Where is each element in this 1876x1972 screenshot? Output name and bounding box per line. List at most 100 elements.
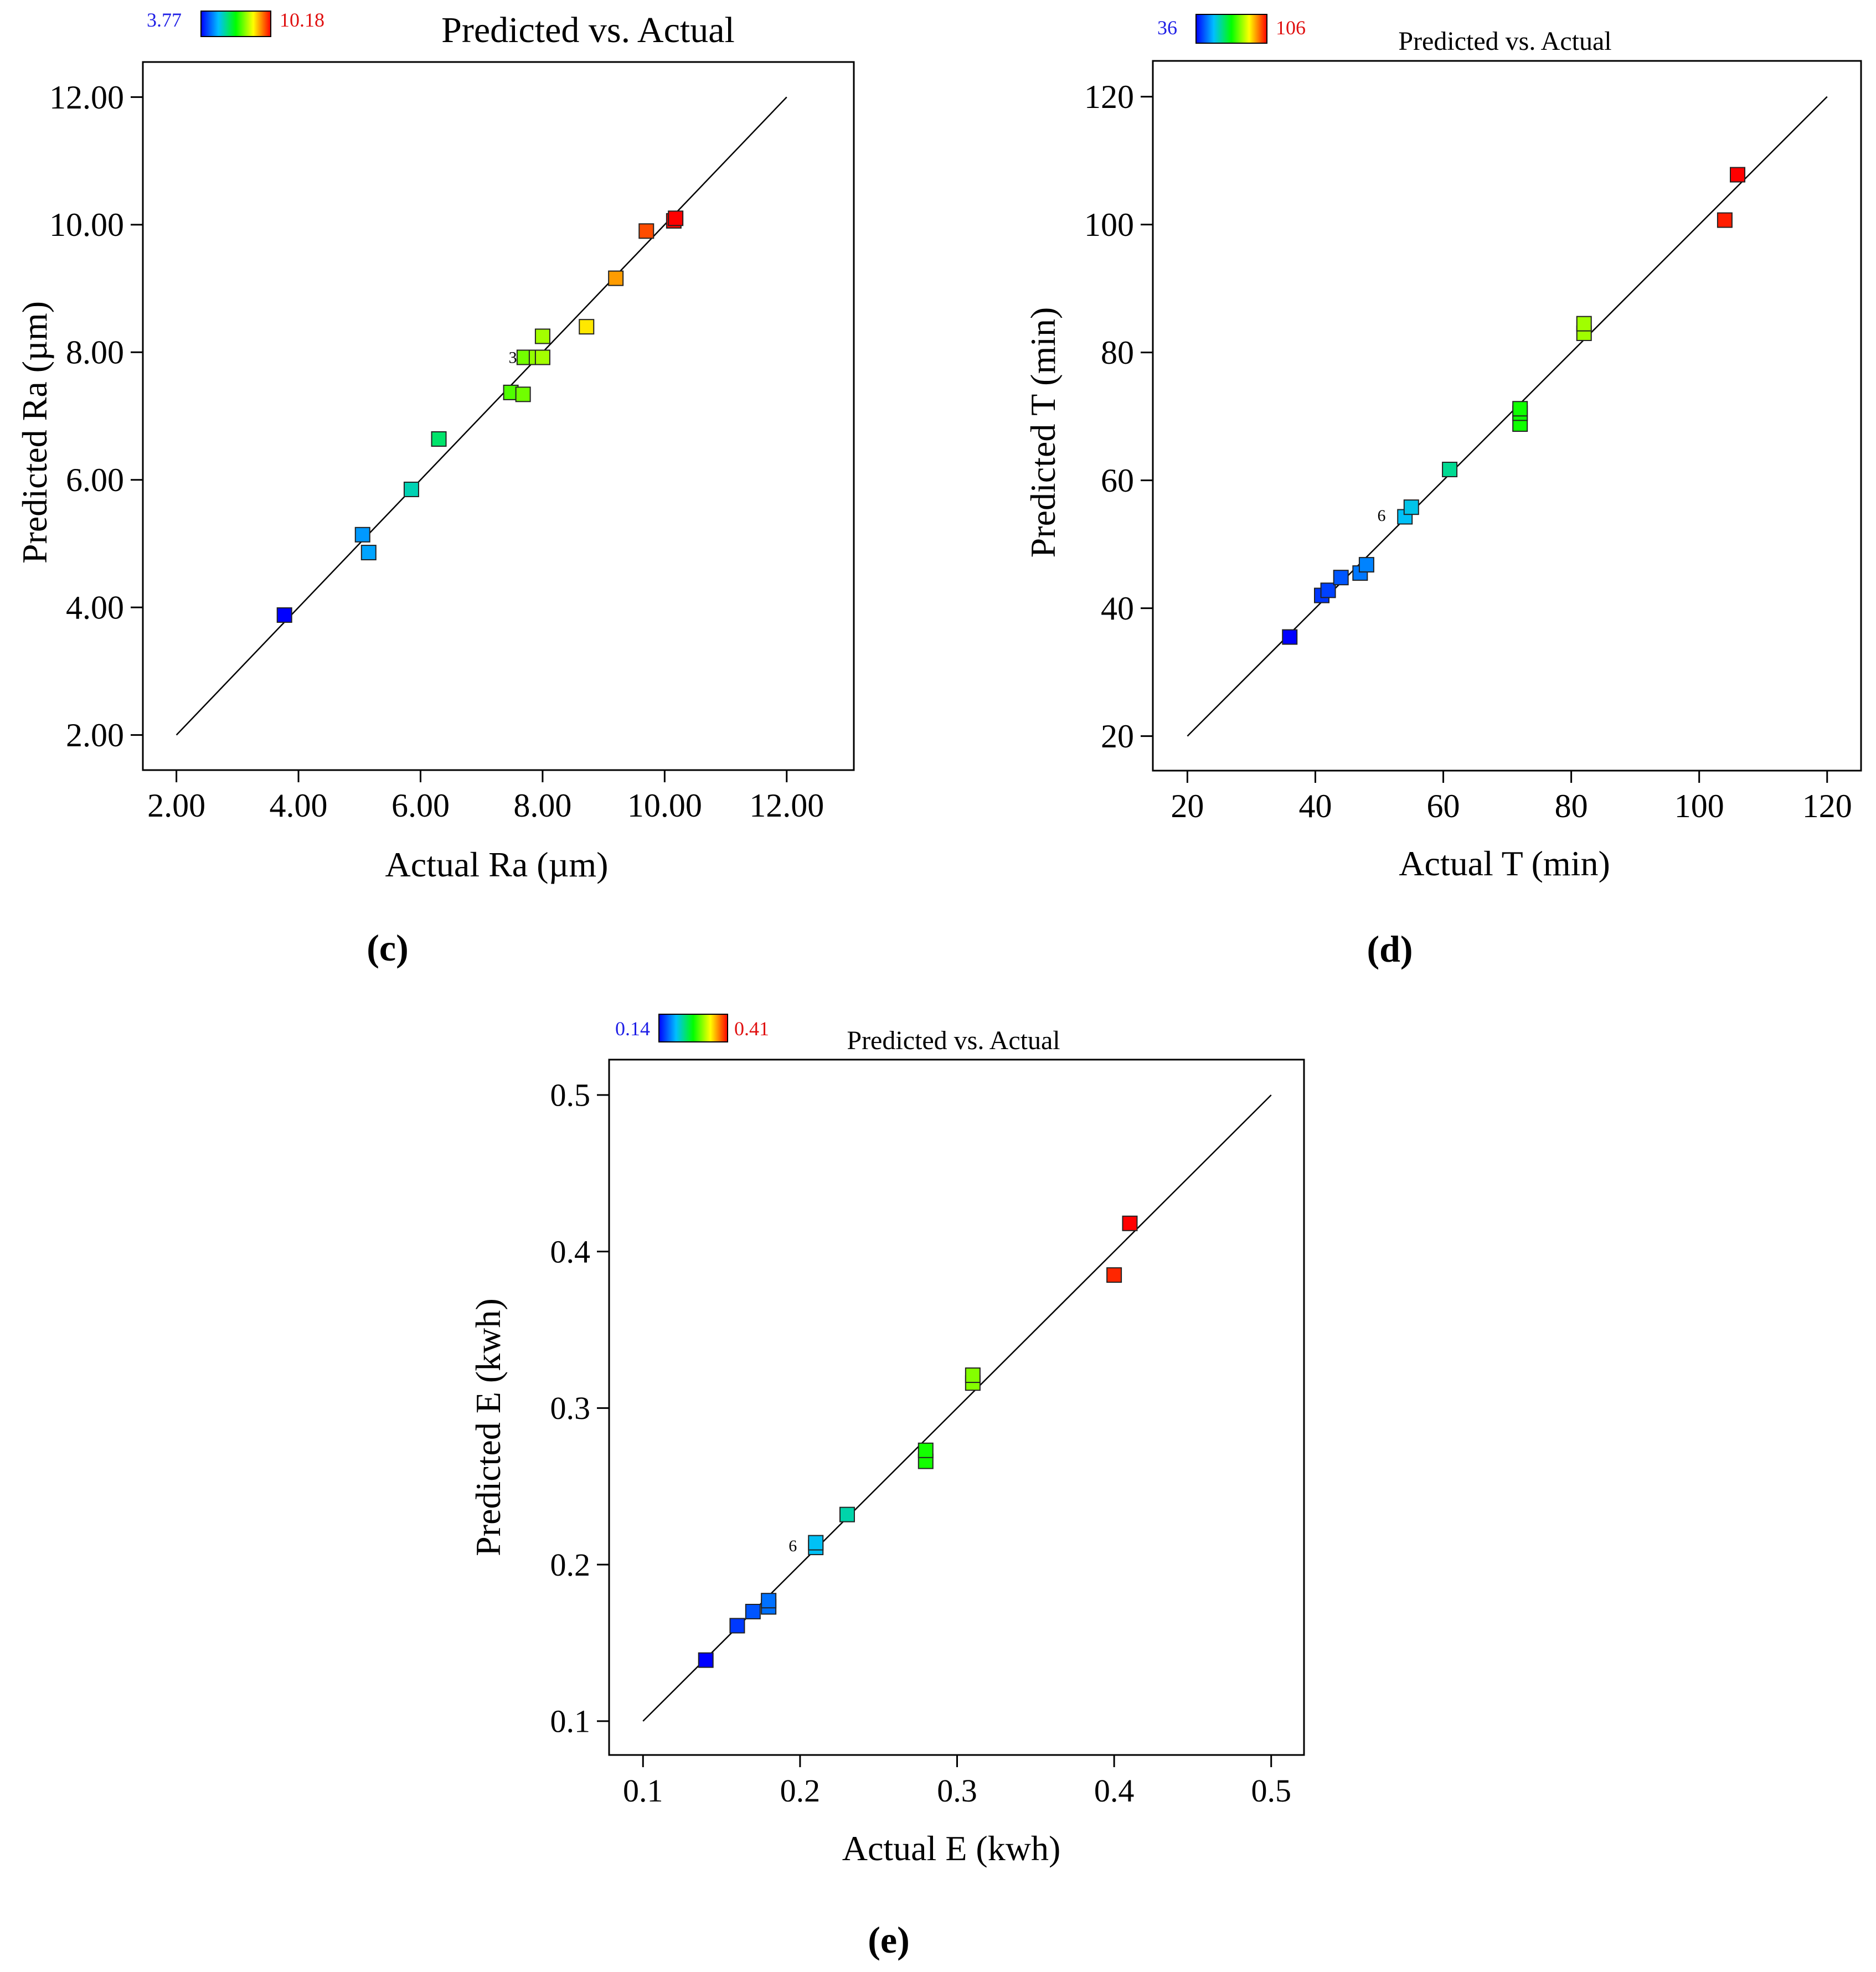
data-point bbox=[360, 545, 377, 561]
x-tick-label: 10.00 bbox=[627, 787, 702, 824]
plot-frame bbox=[142, 61, 855, 771]
x-tick-label: 0.2 bbox=[780, 1773, 821, 1809]
x-tick-label: 4.00 bbox=[270, 787, 328, 824]
data-point bbox=[918, 1442, 934, 1458]
y-tick-label: 10.00 bbox=[49, 207, 124, 243]
y-axis-label: Predicted T (min) bbox=[1023, 307, 1063, 558]
x-axis-label: Actual T (min) bbox=[1399, 844, 1610, 883]
y-tick-label: 4.00 bbox=[66, 590, 124, 626]
y-tick-label: 0.3 bbox=[550, 1390, 591, 1426]
data-point bbox=[745, 1603, 761, 1619]
data-point bbox=[1106, 1267, 1122, 1283]
data-point bbox=[1358, 557, 1374, 573]
panel-label: (c) bbox=[367, 927, 408, 969]
y-tick-label: 12.00 bbox=[49, 79, 124, 116]
x-tick-label: 0.1 bbox=[623, 1773, 663, 1809]
data-point bbox=[668, 210, 684, 226]
y-tick-label: 8.00 bbox=[66, 334, 124, 371]
chart-panel-c: 3.77 10.18 Predicted vs. Actual 2.002.00… bbox=[15, 9, 855, 969]
chart-title: Predicted vs. Actual bbox=[441, 10, 735, 50]
x-tick-label: 0.5 bbox=[1251, 1773, 1291, 1809]
x-tick-label: 8.00 bbox=[513, 787, 571, 824]
plot-area: 2.00 2.00 4.00 4.00 6.00 6.00 8.00 8.00 10.00 10.… bbox=[49, 61, 855, 824]
data-point bbox=[729, 1618, 745, 1634]
data-point bbox=[1403, 499, 1419, 515]
data-point bbox=[1333, 570, 1349, 586]
y-tick-label: 20 bbox=[1101, 718, 1134, 755]
plot-frame bbox=[1152, 60, 1862, 772]
data-point bbox=[534, 349, 550, 365]
data-point bbox=[276, 607, 292, 623]
data-point bbox=[1442, 462, 1458, 478]
x-tick-label: 6.00 bbox=[391, 787, 450, 824]
data-point bbox=[515, 386, 531, 402]
point-count-annotation: 6 bbox=[788, 1537, 797, 1555]
x-tick-label: 0.4 bbox=[1094, 1773, 1135, 1809]
x-tick-label: 100 bbox=[1674, 788, 1724, 824]
colorbar bbox=[200, 11, 271, 37]
chart-panel-e: 0.14 0.41 Predicted vs. Actual 0.1 0.1 0.2… bbox=[468, 1014, 1305, 1961]
data-point bbox=[534, 328, 550, 344]
y-tick-label: 0.2 bbox=[550, 1547, 591, 1583]
chart-title: Predicted vs. Actual bbox=[847, 1026, 1060, 1055]
data-point bbox=[1282, 629, 1298, 645]
y-axis-label: Predicted Ra (µm) bbox=[15, 301, 54, 564]
colorbar-low-label: 3.77 bbox=[147, 9, 182, 31]
point-count-annotation: 3 bbox=[509, 348, 517, 366]
y-tick-label: 2.00 bbox=[66, 717, 124, 753]
data-point bbox=[1576, 316, 1592, 332]
x-axis-label: Actual E (kwh) bbox=[842, 1829, 1061, 1868]
data-point bbox=[965, 1367, 981, 1384]
data-point bbox=[579, 319, 595, 335]
data-point bbox=[839, 1506, 855, 1522]
plot-area: 0.1 0.1 0.2 0.2 0.3 0.3 0.4 0.4 0.5 0.5 6 bbox=[550, 1059, 1305, 1809]
data-point bbox=[403, 482, 419, 498]
y-tick-label: 0.5 bbox=[550, 1077, 591, 1113]
data-point bbox=[1122, 1215, 1138, 1231]
colorbar-high-label: 10.18 bbox=[280, 9, 324, 31]
y-tick-label: 120 bbox=[1084, 79, 1134, 115]
colorbar bbox=[1195, 14, 1267, 44]
plot-area: 20 20 40 40 60 60 80 80 100 100 120 120 6 bbox=[1084, 60, 1862, 824]
y-tick-label: 100 bbox=[1084, 207, 1134, 243]
colorbar bbox=[658, 1014, 728, 1042]
x-tick-label: 2.00 bbox=[147, 787, 205, 824]
x-tick-label: 60 bbox=[1427, 788, 1460, 824]
panel-label: (e) bbox=[868, 1919, 909, 1961]
y-tick-label: 6.00 bbox=[66, 462, 124, 498]
data-point bbox=[1730, 167, 1746, 183]
data-point bbox=[608, 270, 624, 286]
chart-panel-d: 36 106 Predicted vs. Actual 20 20 40 40 60 60… bbox=[1023, 14, 1862, 970]
y-tick-label: 80 bbox=[1101, 334, 1134, 371]
data-point bbox=[431, 431, 447, 447]
data-point bbox=[1717, 212, 1733, 228]
data-point bbox=[1320, 582, 1336, 598]
x-tick-label: 40 bbox=[1298, 788, 1332, 824]
x-tick-label: 20 bbox=[1171, 788, 1204, 824]
y-axis-label: Predicted E (kwh) bbox=[468, 1298, 508, 1556]
colorbar-low-label: 0.14 bbox=[615, 1018, 650, 1040]
x-tick-label: 120 bbox=[1802, 788, 1852, 824]
y-tick-label: 60 bbox=[1101, 462, 1134, 499]
panel-label: (d) bbox=[1367, 928, 1413, 970]
x-tick-label: 0.3 bbox=[937, 1773, 977, 1809]
data-point bbox=[808, 1535, 824, 1551]
chart-title: Predicted vs. Actual bbox=[1398, 27, 1611, 56]
data-point bbox=[698, 1652, 714, 1668]
x-tick-label: 12.00 bbox=[749, 787, 824, 824]
colorbar-high-label: 0.41 bbox=[734, 1018, 769, 1040]
colorbar-high-label: 106 bbox=[1276, 17, 1306, 39]
x-axis-label: Actual Ra (µm) bbox=[385, 845, 609, 884]
y-tick-label: 0.4 bbox=[550, 1233, 591, 1269]
colorbar-low-label: 36 bbox=[1157, 17, 1177, 39]
point-count-annotation: 6 bbox=[1378, 507, 1386, 525]
reference-line bbox=[176, 96, 787, 736]
y-tick-label: 40 bbox=[1101, 590, 1134, 627]
x-tick-label: 80 bbox=[1555, 788, 1588, 824]
y-tick-label: 0.1 bbox=[550, 1703, 591, 1739]
data-point bbox=[638, 223, 654, 239]
data-point bbox=[354, 526, 370, 543]
data-point bbox=[1512, 401, 1528, 417]
data-point bbox=[761, 1593, 777, 1609]
